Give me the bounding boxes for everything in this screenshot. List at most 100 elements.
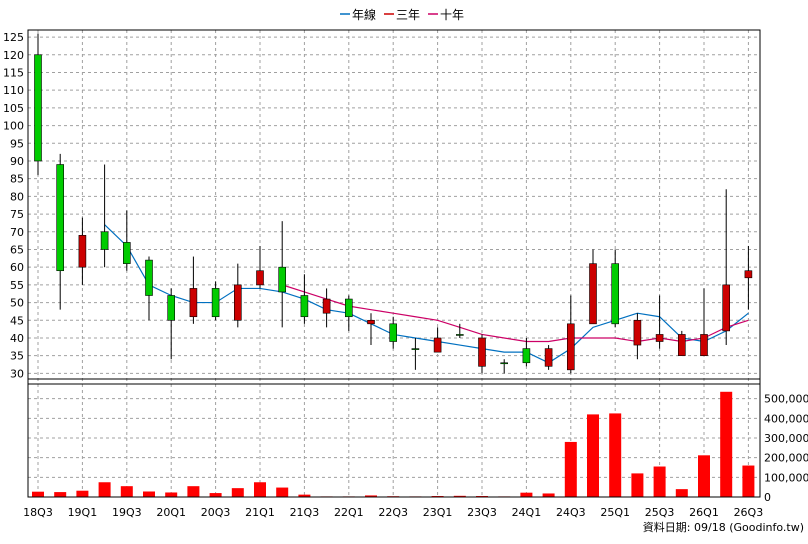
candle-body <box>145 259 153 296</box>
legend-label: 年線 <box>352 7 376 22</box>
volume-tick-label: 500,000 <box>764 393 808 406</box>
price-panel: 30 35 40 45 50 55 60 65 70 75 80 85 90 95 100 105 110 115… <box>3 29 761 497</box>
price-tick-label: 60 <box>10 261 24 274</box>
ma-line <box>282 284 749 343</box>
volume-tick-label: 100,000 <box>764 471 808 484</box>
candle-body <box>611 263 620 325</box>
price-tick-label: 85 <box>10 173 24 186</box>
candle-body <box>56 164 65 272</box>
x-tick-label: 24Q1 <box>512 506 542 519</box>
x-tick-label: 26Q3 <box>734 506 764 519</box>
x-tick-label: 18Q3 <box>23 506 53 519</box>
price-tick-label: 125 <box>3 31 24 44</box>
candle-body <box>344 298 353 318</box>
candle-body <box>633 319 642 346</box>
price-tick-label: 45 <box>10 314 24 327</box>
x-tick-label: 26Q1 <box>689 506 719 519</box>
price-tick-label: 110 <box>3 84 24 97</box>
x-tick-label: 23Q1 <box>423 506 453 519</box>
candle-body <box>234 284 242 321</box>
candle-body <box>700 334 708 356</box>
volume-bar <box>653 466 666 497</box>
volume-tick-label: 400,000 <box>764 412 808 425</box>
volume-bar <box>453 495 466 497</box>
candle-body <box>300 295 309 318</box>
volume-tick-label: 0 <box>764 491 771 504</box>
price-tick-label: 100 <box>3 120 24 133</box>
price-tick-label: 50 <box>10 297 24 310</box>
x-tick-label: 19Q1 <box>68 506 98 519</box>
candle-body <box>278 266 287 293</box>
price-tick-label: 75 <box>10 208 24 221</box>
candle-body <box>478 337 486 367</box>
candle-body <box>655 334 664 342</box>
volume-bar <box>675 489 688 497</box>
candle-body <box>367 319 375 325</box>
candle-body <box>389 323 398 342</box>
candle-body <box>123 242 131 264</box>
price-tick-label: 105 <box>3 102 24 115</box>
candle-body <box>744 270 753 279</box>
volume-bar <box>76 490 89 497</box>
x-tick-label: 20Q1 <box>156 506 186 519</box>
x-tick-label: 22Q1 <box>334 506 364 519</box>
volume-tick-label: 300,000 <box>764 432 808 445</box>
price-panel-frame <box>27 29 761 385</box>
x-tick-label: 19Q3 <box>112 506 142 519</box>
volume-bar <box>231 488 244 497</box>
volume-panel: 0 100,000 200,000 300,000 400,000 500,000 <box>27 378 808 504</box>
candle-body <box>433 337 442 353</box>
volume-bar <box>254 482 266 497</box>
volume-bar <box>165 492 178 497</box>
data-date-label: 資料日期: 09/18 (Goodinfo.tw) <box>643 520 804 534</box>
volume-bar <box>520 492 533 497</box>
chart-legend: 年線 三年 十年 <box>340 7 464 22</box>
volume-bar <box>564 441 577 497</box>
volume-bar <box>698 455 710 497</box>
x-tick-label: 21Q3 <box>290 506 320 519</box>
x-axis: 18Q3 19Q1 19Q3 20Q1 20Q3 21Q1 21Q3 22Q1 22Q3 23Q1… <box>23 506 763 519</box>
volume-tick-label: 200,000 <box>764 452 808 465</box>
volume-bar <box>720 391 733 497</box>
candle-body <box>100 231 109 250</box>
x-tick-label: 25Q3 <box>645 506 675 519</box>
candle-body <box>677 334 686 356</box>
candle-body <box>322 298 331 314</box>
x-tick-label: 24Q3 <box>556 506 586 519</box>
candle-body <box>522 348 531 364</box>
candle-body <box>256 270 264 286</box>
volume-bar <box>365 495 377 497</box>
volume-panel-frame <box>27 378 761 498</box>
price-tick-label: 30 <box>10 367 24 380</box>
candle-body <box>589 263 597 325</box>
price-tick-label: 65 <box>10 243 24 256</box>
price-tick-label: 55 <box>10 279 24 292</box>
candle-body <box>722 284 731 332</box>
candle-body <box>211 288 220 318</box>
price-tick-label: 90 <box>10 155 24 168</box>
price-tick-label: 95 <box>10 137 24 150</box>
volume-bar <box>742 465 755 497</box>
x-tick-label: 25Q1 <box>600 506 630 519</box>
volume-bar <box>120 486 133 497</box>
x-tick-label: 21Q1 <box>245 506 275 519</box>
candle-body <box>500 362 509 365</box>
x-tick-label: 22Q3 <box>378 506 408 519</box>
volume-bar <box>298 494 311 497</box>
price-tick-label: 35 <box>10 350 24 363</box>
volume-bar <box>54 492 67 497</box>
volume-bar <box>187 486 200 497</box>
candle-body <box>544 348 553 367</box>
candle-body <box>34 54 42 162</box>
legend-label: 三年 <box>396 8 420 22</box>
legend-label: 十年 <box>440 8 464 22</box>
x-tick-label: 20Q3 <box>201 506 231 519</box>
price-tick-label: 40 <box>10 332 24 345</box>
volume-bar <box>542 493 555 497</box>
candle-body <box>411 348 420 350</box>
price-tick-label: 115 <box>3 66 24 79</box>
volume-bar <box>609 413 622 497</box>
price-tick-label: 70 <box>10 226 24 239</box>
candle-body <box>78 235 87 268</box>
